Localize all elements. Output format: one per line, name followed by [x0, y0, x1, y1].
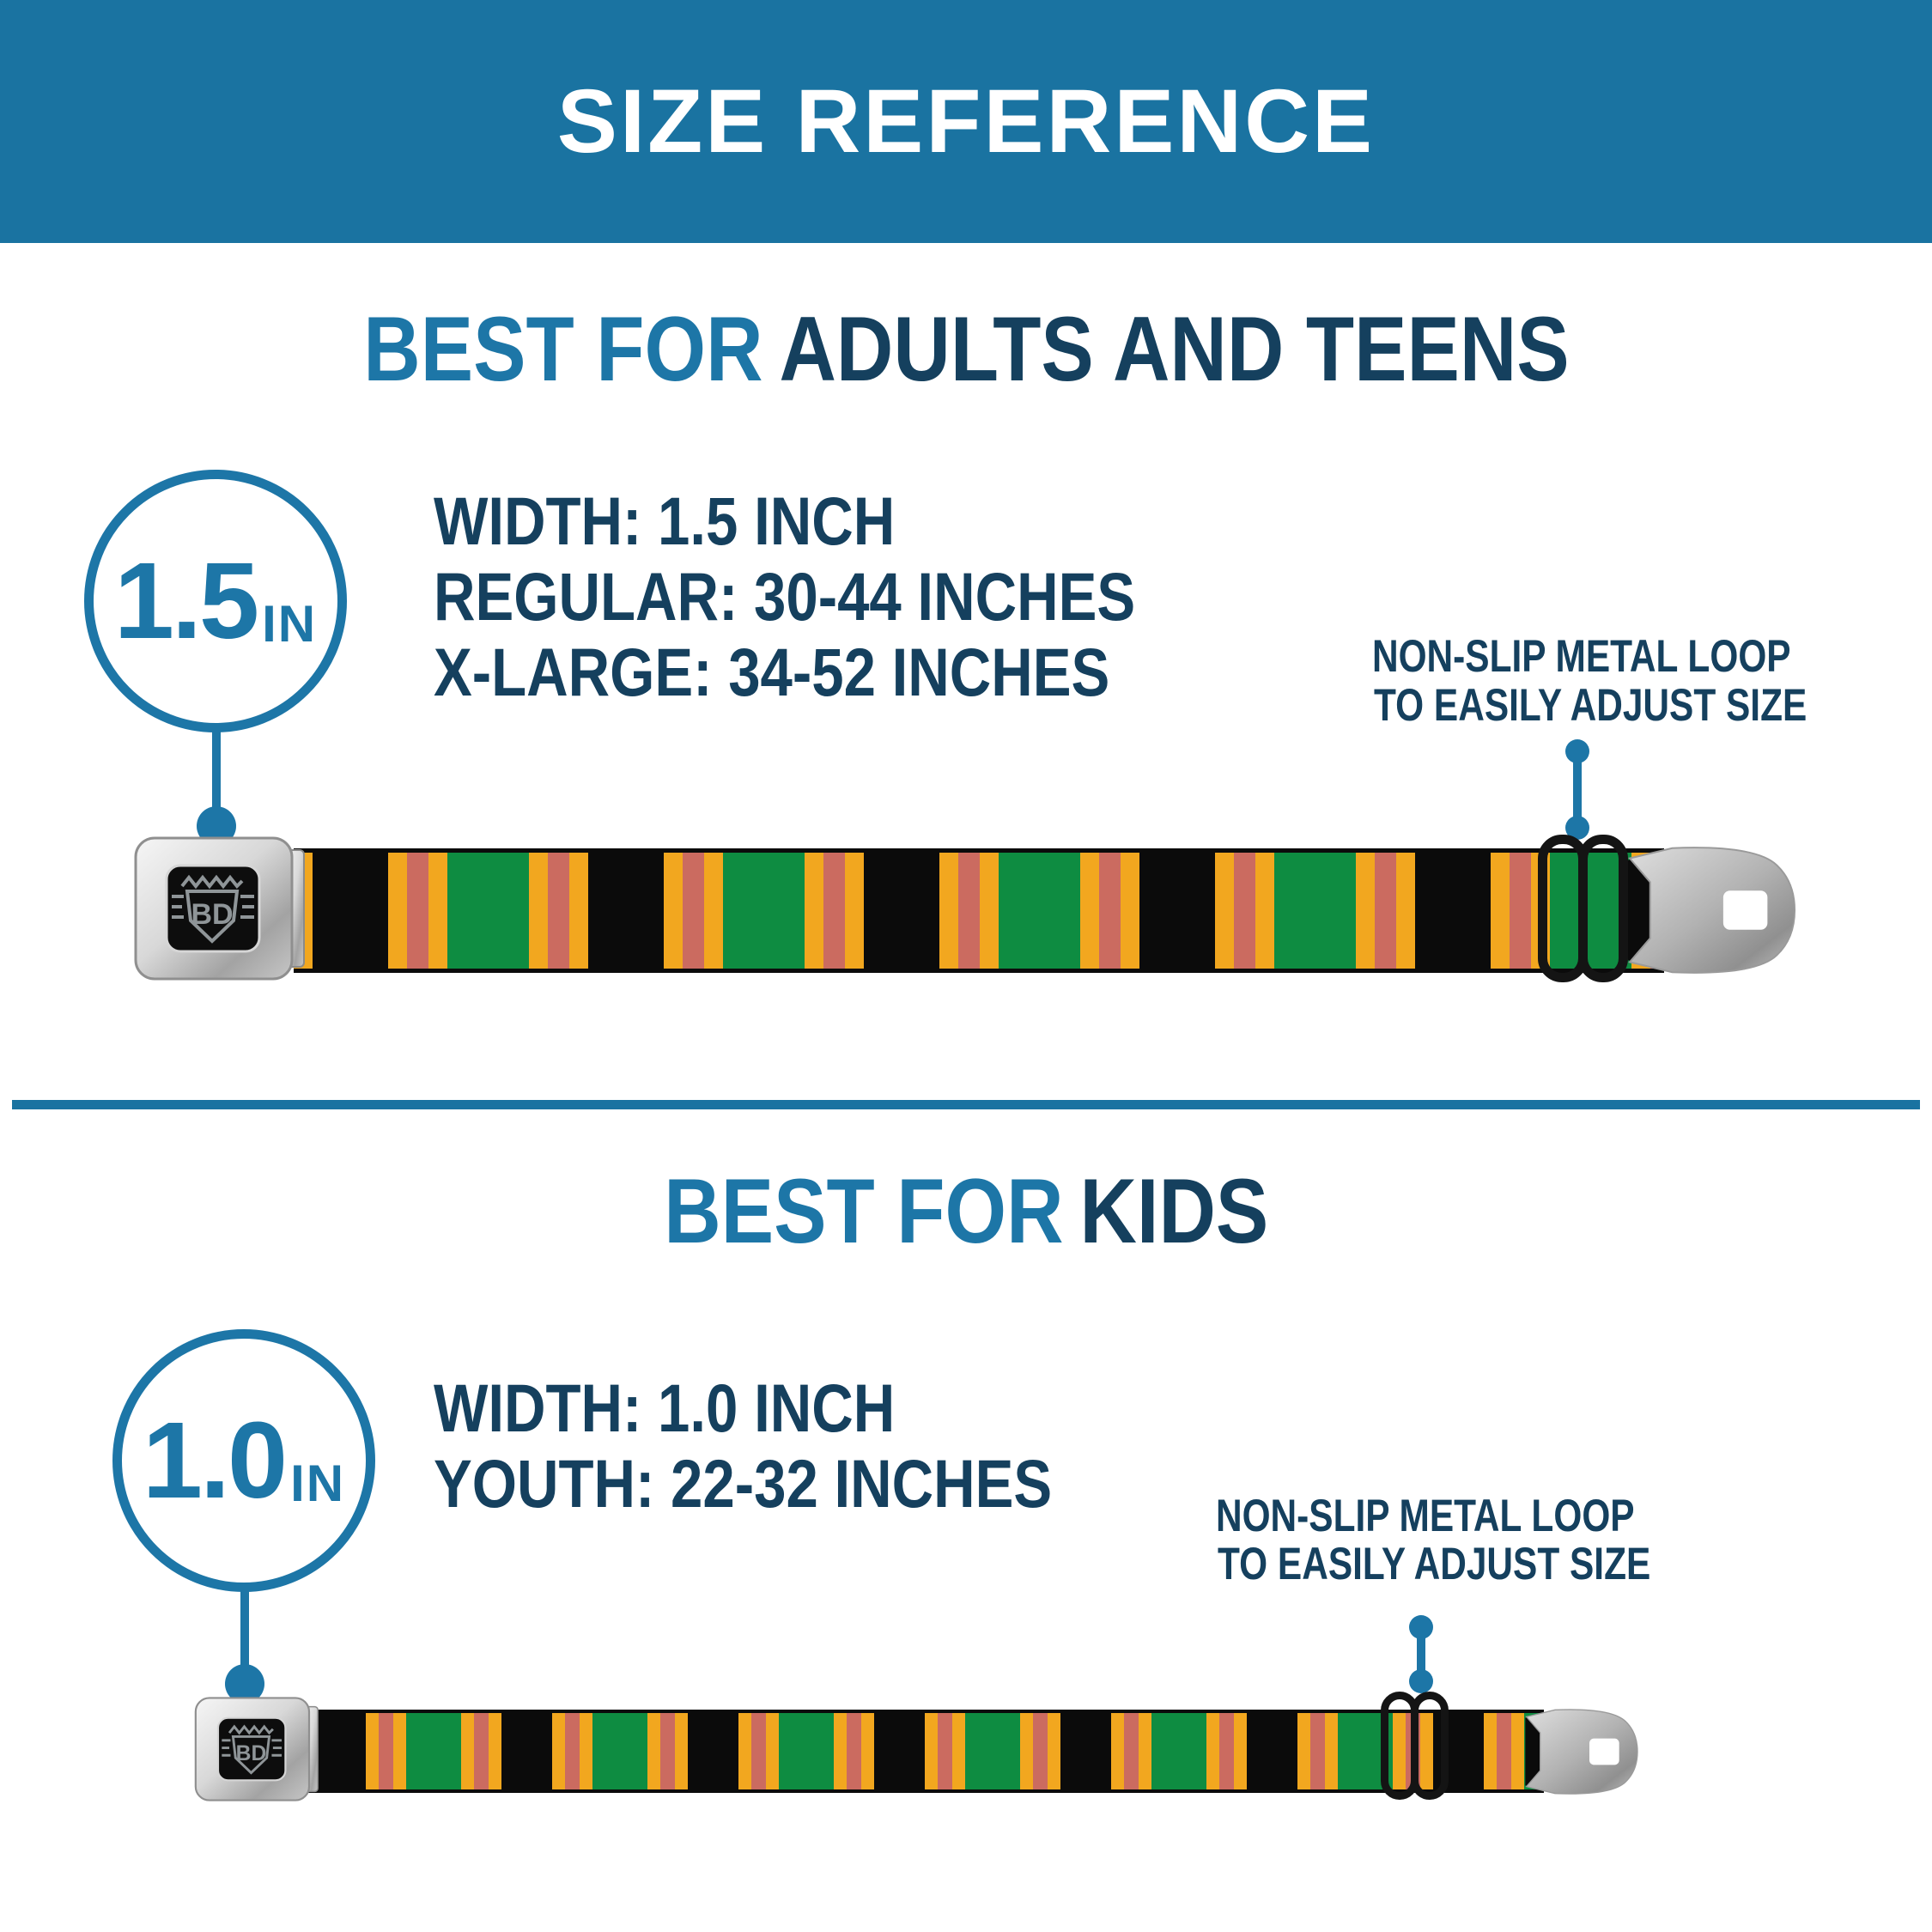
callout-connector-botdot-kids: [1409, 1669, 1433, 1693]
heading-accent: BEST FOR: [362, 297, 763, 400]
width-badge-kids: 1.0 IN: [112, 1329, 375, 1592]
heading-rest: ADULTS AND TEENS: [778, 297, 1570, 400]
tab-hole: [1589, 1738, 1619, 1765]
tab-metal: [1628, 847, 1796, 974]
loop-callout-adult: NON-SLIP METAL LOOP TO EASILY ADJUST SIZ…: [1320, 632, 1835, 730]
width-unit: IN: [262, 594, 318, 653]
tab-metal: [1525, 1709, 1638, 1795]
heading-rest: KIDS: [1079, 1159, 1268, 1262]
spec-line: X-LARGE: 34-52 INCHES: [434, 634, 1110, 710]
section-divider: [12, 1100, 1920, 1109]
belt-end-tab-adult: [1628, 847, 1796, 974]
spec-list-adult: WIDTH: 1.5 INCH REGULAR: 30-44 INCHES X-…: [434, 483, 1259, 710]
spec-line: WIDTH: 1.0 INCH: [434, 1370, 896, 1446]
loop-callout-kids: NON-SLIP METAL LOOP TO EASILY ADJUST SIZ…: [1163, 1492, 1679, 1589]
belt-webbing-kids: [302, 1710, 1544, 1793]
buckle-logo-emblem: [172, 874, 254, 944]
heading-text-wrap: BEST FOR KIDS: [663, 1159, 1268, 1262]
callout-line: TO EASILY ADJUST SIZE: [1218, 1539, 1651, 1589]
width-value: 1.0: [142, 1400, 288, 1521]
callout-line: TO EASILY ADJUST SIZE: [1374, 680, 1807, 731]
header-banner: SIZE REFERENCE: [0, 0, 1932, 243]
seatbelt-buckle-kids: BD: [194, 1697, 319, 1801]
spec-line: WIDTH: 1.5 INCH: [434, 483, 896, 559]
width-value: 1.5: [113, 540, 259, 661]
seatbelt-buckle-adult: BD: [134, 836, 305, 981]
callout-line: NON-SLIP METAL LOOP: [1371, 631, 1791, 682]
spec-line: YOUTH: 22-32 INCHES: [434, 1445, 1053, 1522]
section-heading-kids: BEST FOR KIDS: [0, 1159, 1932, 1262]
width-unit: IN: [290, 1454, 346, 1512]
heading-text-wrap: BEST FOR ADULTS AND TEENS: [362, 297, 1570, 400]
belt-webbing-adult: [294, 848, 1664, 973]
badge-connector-line-adult: [212, 731, 221, 812]
page-title: SIZE REFERENCE: [556, 70, 1376, 172]
metal-loop-adult: [1578, 835, 1628, 982]
callout-line: NON-SLIP METAL LOOP: [1215, 1491, 1635, 1541]
buckle-logo-emblem: [222, 1724, 283, 1775]
callout-connector-line-adult: [1573, 751, 1582, 827]
spec-line: REGULAR: 30-44 INCHES: [434, 558, 1136, 635]
spec-list-kids: WIDTH: 1.0 INCH YOUTH: 22-32 INCHES: [434, 1370, 1161, 1522]
width-badge-adult: 1.5 IN: [84, 470, 347, 732]
badge-connector-dot-kids: [225, 1664, 264, 1704]
buckle-logo-text: BD: [191, 898, 233, 931]
section-heading-adults: BEST FOR ADULTS AND TEENS: [0, 297, 1932, 400]
tab-hole: [1722, 890, 1768, 930]
callout-connector-line-kids: [1417, 1627, 1425, 1680]
badge-connector-line-kids: [240, 1590, 249, 1669]
belt-end-tab-kids: [1525, 1709, 1638, 1795]
metal-loop-kids: [1411, 1692, 1449, 1800]
buckle-logo-text: BD: [236, 1742, 267, 1765]
heading-accent: BEST FOR: [663, 1159, 1064, 1262]
